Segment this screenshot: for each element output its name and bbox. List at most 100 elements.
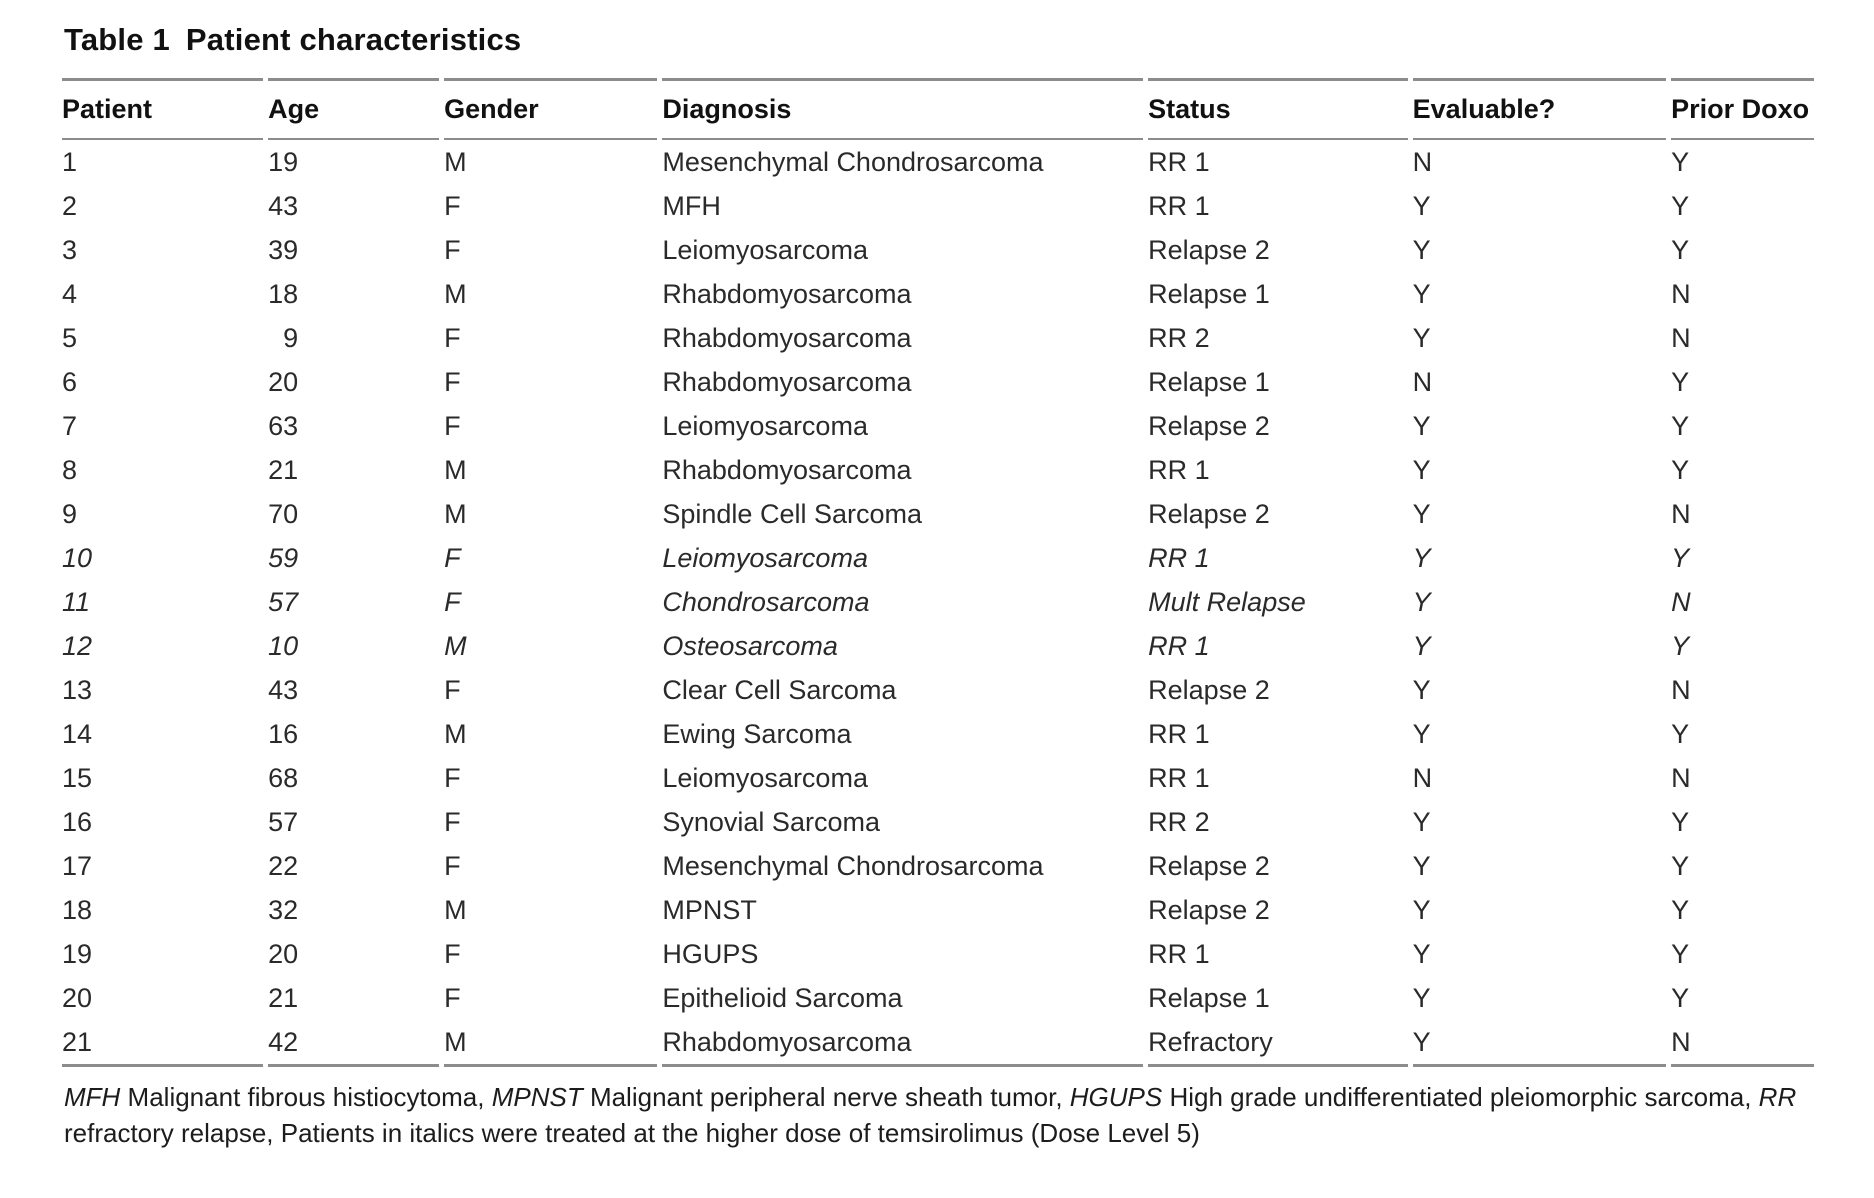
cell-prior-doxo: N — [1671, 586, 1691, 617]
cell-gender: M — [444, 630, 467, 661]
cell-evaluable: Y — [1412, 1020, 1667, 1067]
cell-diagnosis: Leiomyosarcoma — [662, 234, 868, 265]
cell-patient: 12 — [62, 630, 93, 661]
cell-patient: 21 — [62, 1020, 264, 1067]
cell-age: 42 — [268, 1020, 440, 1067]
cell-gender: F — [444, 542, 461, 573]
cell-gender: F — [444, 190, 461, 221]
age-value: 9 — [283, 322, 299, 353]
table-row: 2 43 F MFH RR 1 Y Y — [62, 184, 1814, 228]
cell-status: Relapse 2 — [1148, 674, 1270, 705]
table-row: 14 16 M Ewing Sarcoma RR 1 Y Y — [62, 712, 1814, 756]
cell-evaluable: Y — [1412, 454, 1431, 485]
cell-gender: F — [444, 366, 461, 397]
cell-gender: F — [444, 762, 461, 793]
cell-diagnosis: Synovial Sarcoma — [662, 806, 880, 837]
cell-evaluable: Y — [1412, 278, 1431, 309]
cell-evaluable: Y — [1412, 498, 1431, 529]
cell-evaluable: Y — [1412, 718, 1431, 749]
age-value: 39 — [268, 234, 299, 265]
age-value: 68 — [268, 762, 299, 793]
table-row: 8 21 M Rhabdomyosarcoma RR 1 Y Y — [62, 448, 1814, 492]
table-caption: Patient characteristics — [185, 22, 522, 57]
cell-gender: F — [444, 410, 461, 441]
footnote-text: refractory relapse, Patients in italics … — [64, 1118, 1200, 1149]
cell-evaluable: Y — [1412, 410, 1431, 441]
footnote-text: High grade undifferentiated pleiomorphic… — [1162, 1082, 1759, 1112]
cell-age: 21 — [268, 448, 439, 492]
cell-gender: F — [444, 234, 461, 265]
cell-patient: 14 — [62, 718, 93, 749]
cell-prior-doxo: N — [1671, 674, 1691, 705]
column-header-age: Age — [268, 78, 440, 140]
table-row: 20 21 F Epithelioid Sarcoma Relapse 1 Y Y — [62, 976, 1814, 1020]
table-footnote: MFH Malignant fibrous histiocytoma, MPNS… — [64, 1079, 1822, 1152]
cell-age: 18 — [268, 272, 439, 316]
cell-prior-doxo: Y — [1671, 190, 1690, 221]
cell-evaluable: Y — [1412, 630, 1431, 661]
cell-status: Refractory — [1148, 1020, 1408, 1067]
table-row: 17 22 F Mesenchymal Chondrosarcoma Relapse 2… — [62, 844, 1814, 888]
table-header-row: Patient Age Gender Diagnosis Status Evaluable… — [62, 78, 1814, 140]
cell-age: 19 — [268, 140, 439, 184]
table-row: 5 9 F Rhabdomyosarcoma RR 2 Y N — [62, 316, 1814, 360]
age-value: 10 — [268, 630, 299, 661]
age-value: 42 — [268, 1026, 299, 1057]
table-row: 9 70 M Spindle Cell Sarcoma Relapse 2 Y N — [62, 492, 1814, 536]
cell-diagnosis: Osteosarcoma — [662, 630, 838, 661]
age-value: 16 — [268, 718, 299, 749]
table-label: Table 1 — [64, 22, 170, 57]
age-value: 21 — [268, 454, 299, 485]
table-row: 1 19 M Mesenchymal Chondrosarcoma RR 1 N Y — [62, 140, 1814, 184]
cell-status: RR 1 — [1148, 718, 1210, 749]
cell-patient: 7 — [62, 410, 78, 441]
cell-diagnosis: MFH — [662, 190, 721, 221]
cell-status: RR 1 — [1148, 630, 1210, 661]
table-row: 13 43 F Clear Cell Sarcoma Relapse 2 Y N — [62, 668, 1814, 712]
cell-status: Relapse 2 — [1148, 498, 1270, 529]
table-row: 12 10 M Osteosarcoma RR 1 Y Y — [62, 624, 1814, 668]
cell-status: RR 1 — [1148, 454, 1210, 485]
table-row: 21 42 M Rhabdomyosarcoma Refractory Y N — [62, 1020, 1814, 1067]
cell-status: Relapse 1 — [1148, 278, 1270, 309]
cell-age: 39 — [268, 228, 439, 272]
table-row: 18 32 M MPNST Relapse 2 Y Y — [62, 888, 1814, 932]
cell-status: RR 1 — [1148, 938, 1210, 969]
cell-gender: M — [444, 278, 467, 309]
cell-age: 16 — [268, 712, 439, 756]
cell-patient: 5 — [62, 322, 78, 353]
cell-status: RR 1 — [1148, 762, 1210, 793]
cell-patient: 3 — [62, 234, 78, 265]
cell-patient: 10 — [62, 542, 93, 573]
cell-diagnosis: Leiomyosarcoma — [662, 410, 868, 441]
cell-diagnosis: Ewing Sarcoma — [662, 718, 852, 749]
age-value: 57 — [268, 586, 299, 617]
cell-diagnosis: Rhabdomyosarcoma — [662, 278, 912, 309]
cell-patient: 11 — [62, 586, 91, 617]
cell-status: Mult Relapse — [1148, 586, 1306, 617]
cell-prior-doxo: Y — [1671, 366, 1690, 397]
cell-gender: F — [444, 850, 461, 881]
cell-status: Relapse 2 — [1148, 850, 1270, 881]
cell-age: 43 — [268, 668, 439, 712]
cell-age: 57 — [268, 800, 439, 844]
cell-gender: M — [444, 718, 467, 749]
cell-status: RR 1 — [1148, 146, 1210, 177]
cell-evaluable: N — [1412, 762, 1433, 793]
cell-gender: M — [444, 146, 467, 177]
age-value: 57 — [268, 806, 299, 837]
cell-prior-doxo: Y — [1671, 630, 1690, 661]
cell-patient: 1 — [62, 146, 78, 177]
cell-patient: 9 — [62, 498, 78, 529]
table-row: 4 18 M Rhabdomyosarcoma Relapse 1 Y N — [62, 272, 1814, 316]
age-value: 19 — [268, 146, 299, 177]
cell-age: 59 — [268, 536, 439, 580]
cell-diagnosis: Rhabdomyosarcoma — [662, 454, 912, 485]
cell-status: RR 2 — [1148, 322, 1210, 353]
cell-prior-doxo: N — [1671, 762, 1691, 793]
cell-prior-doxo: N — [1671, 498, 1691, 529]
cell-age: 63 — [268, 404, 439, 448]
table-row: 19 20 F HGUPS RR 1 Y Y — [62, 932, 1814, 976]
cell-age: 43 — [268, 184, 439, 228]
